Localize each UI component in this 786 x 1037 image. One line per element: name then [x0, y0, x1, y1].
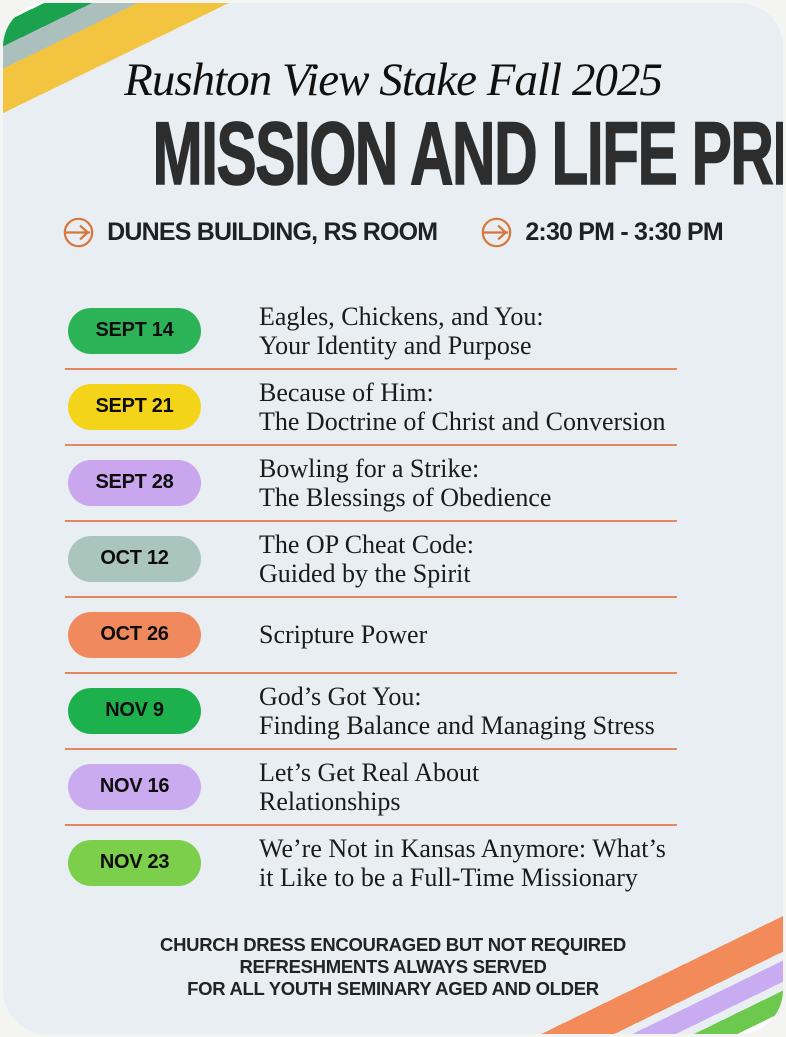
date-badge: SEPT 21 — [68, 383, 201, 430]
schedule-row: SEPT 28 Bowling for a Strike: The Blessi… — [65, 446, 677, 522]
schedule-row: SEPT 14 Eagles, Chickens, and You: Your … — [65, 294, 677, 370]
date-badge: NOV 16 — [68, 763, 201, 810]
location-info: DUNES BUILDING, RS ROOM — [63, 217, 438, 248]
topic-text: Let’s Get Real About Relationships — [259, 757, 480, 816]
topic-text: The OP Cheat Code: Guided by the Spirit — [259, 529, 474, 588]
footer-notes: CHURCH DRESS ENCOURAGED BUT NOT REQUIRED… — [3, 934, 783, 1000]
topic-text: Eagles, Chickens, and You: Your Identity… — [259, 301, 544, 360]
schedule-row: NOV 23 We’re Not in Kansas Anymore: What… — [65, 826, 677, 900]
schedule-row: NOV 16 Let’s Get Real About Relationship… — [65, 750, 677, 826]
flyer-card: Rushton View Stake Fall 2025 MISSION AND… — [3, 3, 783, 1034]
schedule-list: SEPT 14 Eagles, Chickens, and You: Your … — [65, 294, 677, 900]
date-badge: NOV 9 — [68, 687, 201, 734]
topic-text: Because of Him: The Doctrine of Christ a… — [259, 377, 666, 436]
footer-line: FOR ALL YOUTH SEMINARY AGED AND OLDER — [187, 977, 599, 999]
footer-line: CHURCH DRESS ENCOURAGED BUT NOT REQUIRED — [160, 933, 626, 955]
schedule-row: OCT 26 Scripture Power — [65, 598, 677, 674]
arrow-circle-icon — [63, 217, 94, 247]
flyer-subtitle: Rushton View Stake Fall 2025 — [124, 54, 663, 106]
schedule-row: NOV 9 God’s Got You: Finding Balance and… — [65, 674, 677, 750]
date-badge: OCT 26 — [68, 611, 201, 658]
info-row: DUNES BUILDING, RS ROOM 2:30 PM - 3:30 P… — [3, 217, 783, 248]
arrow-circle-icon — [482, 217, 512, 247]
time-label: 2:30 PM - 3:30 PM — [525, 217, 723, 246]
date-badge: SEPT 28 — [68, 459, 201, 506]
date-badge: SEPT 14 — [68, 307, 201, 354]
location-label: DUNES BUILDING, RS ROOM — [107, 217, 438, 246]
topic-text: God’s Got You: Finding Balance and Manag… — [259, 681, 655, 740]
topic-text: Bowling for a Strike: The Blessings of O… — [259, 453, 552, 512]
schedule-row: SEPT 21 Because of Him: The Doctrine of … — [65, 370, 677, 446]
flyer-title-wrap: MISSION AND LIFE PREP — [3, 103, 783, 204]
date-badge: NOV 23 — [68, 839, 201, 886]
footer-line: REFRESHMENTS ALWAYS SERVED — [239, 955, 547, 977]
time-info: 2:30 PM - 3:30 PM — [481, 217, 724, 248]
date-badge: OCT 12 — [68, 535, 201, 582]
flyer-content: Rushton View Stake Fall 2025 MISSION AND… — [3, 54, 783, 1034]
topic-text: Scripture Power — [259, 620, 428, 650]
topic-text: We’re Not in Kansas Anymore: What’s it L… — [259, 833, 666, 892]
flyer-title: MISSION AND LIFE PREP — [152, 103, 783, 204]
schedule-row: OCT 12 The OP Cheat Code: Guided by the … — [65, 522, 677, 598]
